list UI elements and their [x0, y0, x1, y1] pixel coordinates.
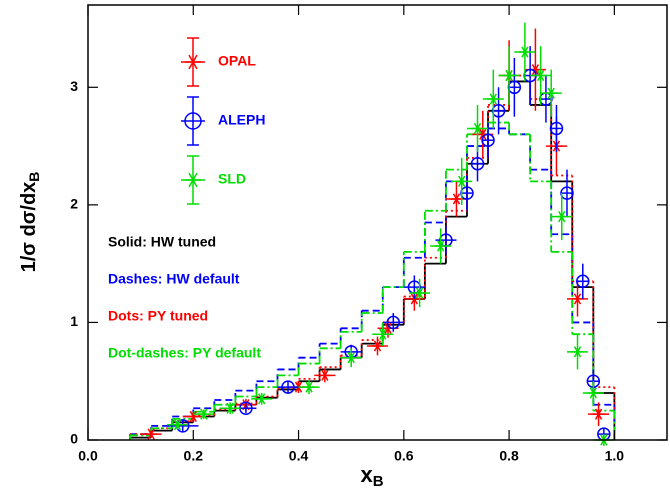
data-point — [529, 64, 542, 76]
data-point — [455, 175, 468, 187]
data-point — [534, 69, 547, 82]
y-tick-label: 3 — [70, 78, 78, 94]
data-point — [408, 293, 421, 305]
data-point — [386, 315, 401, 330]
y-tick-label: 0 — [70, 431, 78, 447]
curve-label: Dashes: HW default — [108, 271, 240, 287]
x-tick-label: 1.0 — [605, 448, 625, 464]
data-point — [503, 69, 516, 82]
curve-label: Solid: HW tuned — [108, 234, 216, 250]
data-point — [587, 387, 600, 399]
curve-label: Dots: PY tuned — [108, 308, 208, 324]
data-point — [481, 133, 495, 147]
data-point — [345, 352, 358, 364]
data-point — [376, 328, 389, 340]
data-point — [518, 46, 531, 58]
y-label-main: 1/σ dσ/dx — [18, 182, 40, 273]
plot-frame — [87, 4, 668, 441]
data-point — [576, 274, 590, 289]
x-tick-label: 0.8 — [499, 448, 519, 464]
data-point — [145, 428, 158, 440]
x-label-main: x — [360, 462, 373, 487]
data-point — [318, 369, 331, 381]
data-point — [382, 322, 395, 334]
data-point — [450, 193, 463, 205]
data-point — [197, 408, 210, 420]
x-tick-label: 0.2 — [184, 448, 204, 464]
y-label-sub: B — [26, 172, 42, 182]
legend-label: OPAL — [218, 53, 256, 69]
data-point — [303, 381, 316, 393]
data-point — [592, 408, 605, 420]
data-point — [549, 121, 564, 136]
legend-marker — [185, 172, 201, 188]
data-point — [255, 393, 268, 405]
data-point — [471, 122, 484, 135]
data-point — [281, 380, 295, 394]
x-axis-label: xB — [360, 462, 383, 490]
data-point — [487, 93, 500, 105]
legend-label: ALEPH — [218, 112, 265, 128]
data-point — [371, 340, 384, 352]
x-tick-label: 0.6 — [394, 448, 414, 464]
x-tick-label: 0.0 — [78, 448, 98, 464]
legend-marker — [184, 112, 202, 130]
data-point — [470, 156, 485, 171]
data-point — [571, 346, 584, 358]
y-tick-label: 2 — [70, 196, 78, 212]
y-axis-label: 1/σ dσ/dxB — [18, 172, 41, 273]
y-tick-label: 1 — [70, 313, 78, 329]
data-point — [555, 211, 568, 223]
data-point — [187, 410, 200, 423]
data-point — [545, 87, 558, 99]
data-point — [171, 419, 184, 431]
x-tick-label: 0.4 — [289, 448, 309, 464]
data-point — [434, 240, 447, 252]
legend-label: SLD — [218, 171, 246, 187]
legend-marker — [185, 54, 201, 70]
x-label-sub: B — [373, 473, 384, 490]
data-point — [413, 287, 426, 299]
curve-label: Dot-dashes: PY default — [108, 345, 261, 361]
data-point — [224, 402, 237, 414]
data-point — [476, 128, 489, 140]
data-point — [571, 293, 584, 305]
